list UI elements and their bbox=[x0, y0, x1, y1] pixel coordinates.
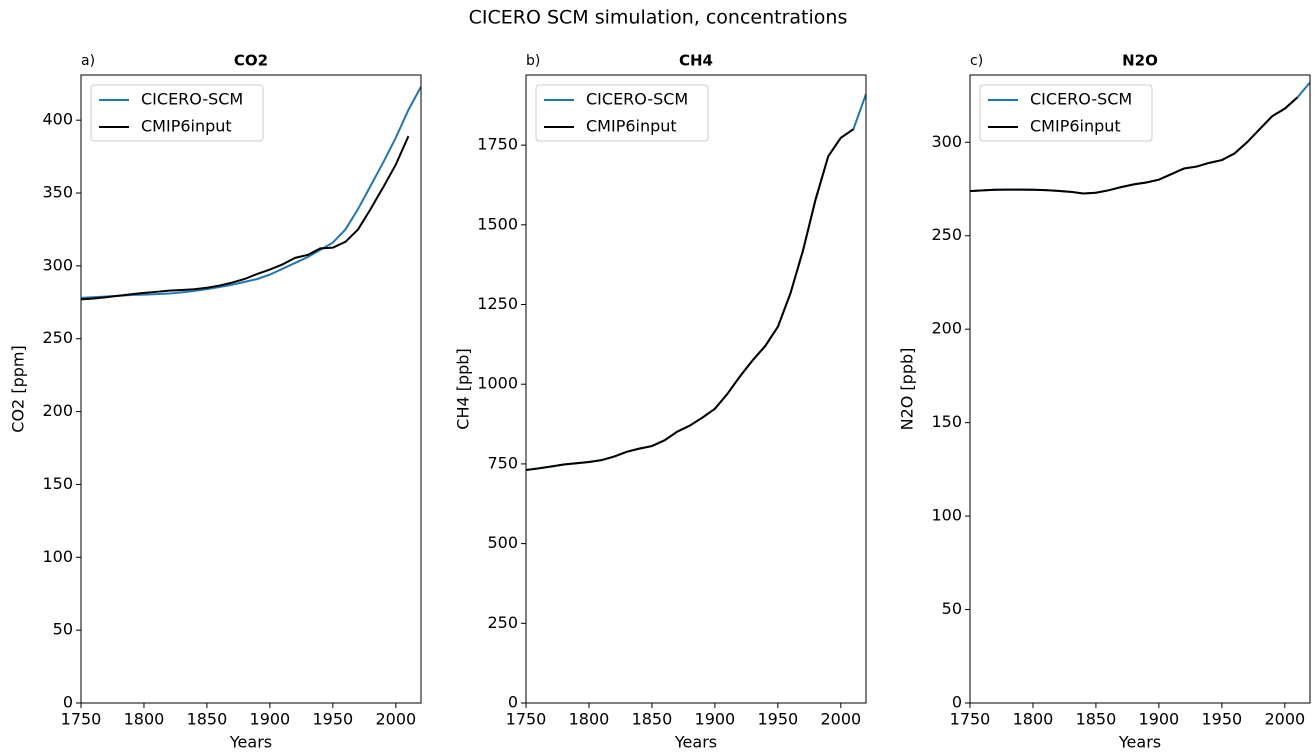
y-tick-label: 500 bbox=[487, 533, 518, 552]
axes-title: N2O bbox=[1122, 52, 1158, 70]
x-tick-label: 1750 bbox=[61, 710, 102, 729]
y-tick-label: 400 bbox=[42, 110, 73, 129]
y-tick-label: 150 bbox=[931, 412, 962, 431]
legend-box bbox=[535, 84, 709, 142]
x-tick-label: 1750 bbox=[950, 710, 991, 729]
x-tick-label: 2000 bbox=[375, 710, 416, 729]
y-tick-label: 1750 bbox=[477, 135, 518, 154]
y-tick-label: 1500 bbox=[477, 214, 518, 233]
legend-label: CMIP6input bbox=[586, 117, 677, 136]
y-tick-label: 200 bbox=[931, 319, 962, 338]
series-line bbox=[81, 135, 410, 301]
y-axis-label: CO2 [ppm] bbox=[9, 345, 28, 432]
y-tick-label: 250 bbox=[42, 328, 73, 347]
y-tick-label: 100 bbox=[931, 506, 962, 525]
y-tick-label: 750 bbox=[487, 453, 518, 472]
x-tick-label: 1850 bbox=[632, 710, 673, 729]
x-axis-label: Years bbox=[674, 733, 717, 752]
axes-title: CH4 bbox=[679, 52, 713, 70]
x-tick-label: 1850 bbox=[1076, 710, 1117, 729]
x-tick-label: 2000 bbox=[820, 710, 861, 729]
panel-label: b) bbox=[526, 53, 540, 69]
series-line bbox=[526, 93, 866, 471]
y-tick-label: 100 bbox=[42, 547, 73, 566]
x-tick-label: 1800 bbox=[569, 710, 610, 729]
y-tick-label: 300 bbox=[42, 255, 73, 274]
x-tick-label: 1800 bbox=[124, 710, 165, 729]
plot-area bbox=[970, 81, 1310, 195]
y-tick-label: 150 bbox=[42, 474, 73, 493]
x-tick-label: 1800 bbox=[1013, 710, 1054, 729]
y-axis-label: N2O [ppb] bbox=[898, 348, 917, 431]
axes-frame bbox=[969, 74, 1311, 704]
y-tick-label: 0 bbox=[508, 693, 518, 712]
axes-frame bbox=[80, 74, 422, 704]
x-tick-label: 1900 bbox=[695, 710, 736, 729]
y-tick-label: 0 bbox=[952, 693, 962, 712]
y-tick-label: 0 bbox=[63, 693, 73, 712]
series-line bbox=[81, 86, 421, 299]
y-tick-label: 300 bbox=[931, 132, 962, 151]
figure-title: CICERO SCM simulation, concentrations bbox=[469, 7, 848, 29]
x-tick-label: 1950 bbox=[1201, 710, 1242, 729]
series-line bbox=[526, 128, 854, 471]
legend-label: CMIP6input bbox=[141, 117, 232, 136]
plot-area bbox=[526, 93, 866, 471]
legend-label: CICERO-SCM bbox=[586, 90, 688, 109]
axes-frame bbox=[525, 74, 867, 704]
y-tick-label: 50 bbox=[53, 620, 73, 639]
x-tick-label: 1850 bbox=[187, 710, 228, 729]
legend-box bbox=[979, 84, 1153, 142]
y-tick-label: 50 bbox=[942, 599, 962, 618]
x-axis-label: Years bbox=[1118, 733, 1161, 752]
series-line bbox=[970, 96, 1299, 195]
panel-label: c) bbox=[970, 53, 983, 69]
x-tick-label: 1900 bbox=[250, 710, 291, 729]
y-tick-label: 1000 bbox=[477, 374, 518, 393]
legend-box bbox=[90, 84, 264, 142]
x-tick-label: 1950 bbox=[312, 710, 353, 729]
axes-title: CO2 bbox=[234, 52, 268, 70]
y-tick-label: 200 bbox=[42, 401, 73, 420]
x-tick-label: 1900 bbox=[1139, 710, 1180, 729]
plot-area bbox=[81, 86, 421, 301]
y-tick-label: 1250 bbox=[477, 294, 518, 313]
legend-label: CICERO-SCM bbox=[141, 90, 243, 109]
x-tick-label: 1950 bbox=[757, 710, 798, 729]
panel-label: a) bbox=[81, 53, 95, 69]
x-tick-label: 1750 bbox=[506, 710, 547, 729]
y-axis-label: CH4 [ppb] bbox=[454, 348, 473, 429]
y-tick-label: 350 bbox=[42, 183, 73, 202]
legend-label: CMIP6input bbox=[1030, 117, 1121, 136]
x-tick-label: 2000 bbox=[1264, 710, 1305, 729]
y-tick-label: 250 bbox=[931, 225, 962, 244]
y-tick-label: 250 bbox=[487, 613, 518, 632]
legend-label: CICERO-SCM bbox=[1030, 90, 1132, 109]
x-axis-label: Years bbox=[229, 733, 272, 752]
